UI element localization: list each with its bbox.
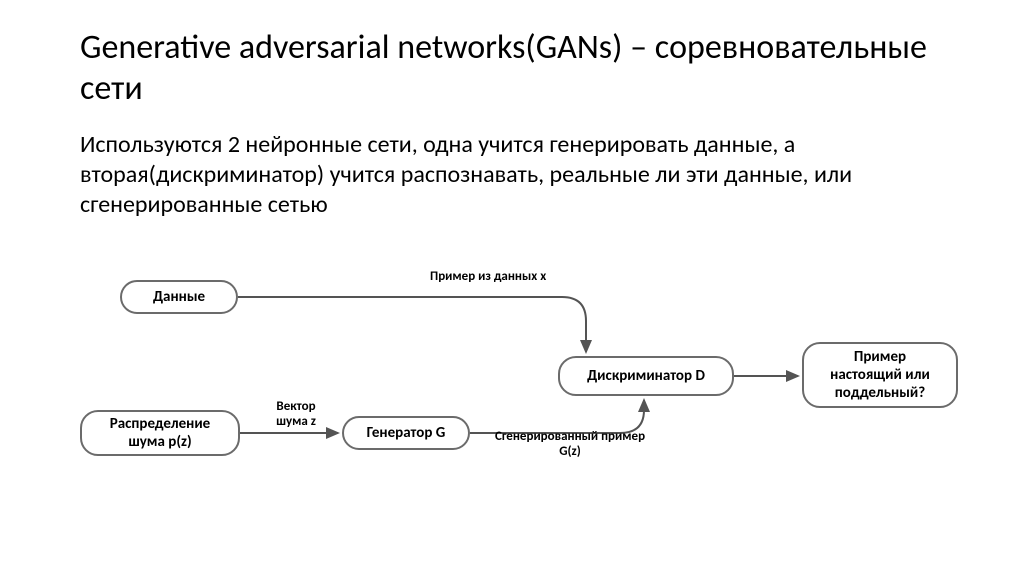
edge-label-data-sample: Пример из данных x bbox=[430, 270, 546, 285]
gan-flowchart: Данные Распределение шума p(z) Генератор… bbox=[80, 260, 960, 500]
edge-label-noise-vector: Вектор шума z bbox=[266, 400, 326, 430]
node-output: Пример настоящий или поддельный? bbox=[802, 342, 958, 408]
edge-label-generated: Сгенерированный пример G(z) bbox=[492, 430, 648, 460]
node-data: Данные bbox=[120, 280, 238, 314]
page-title: Generative adversarial networks(GANs) – … bbox=[80, 28, 940, 110]
edge-data-disc bbox=[238, 297, 586, 352]
node-discriminator: Дискриминатор D bbox=[558, 356, 734, 396]
node-generator: Генератор G bbox=[342, 416, 470, 450]
description-text: Используются 2 нейронные сети, одна учит… bbox=[80, 130, 940, 220]
node-noise: Распределение шума p(z) bbox=[80, 410, 240, 456]
